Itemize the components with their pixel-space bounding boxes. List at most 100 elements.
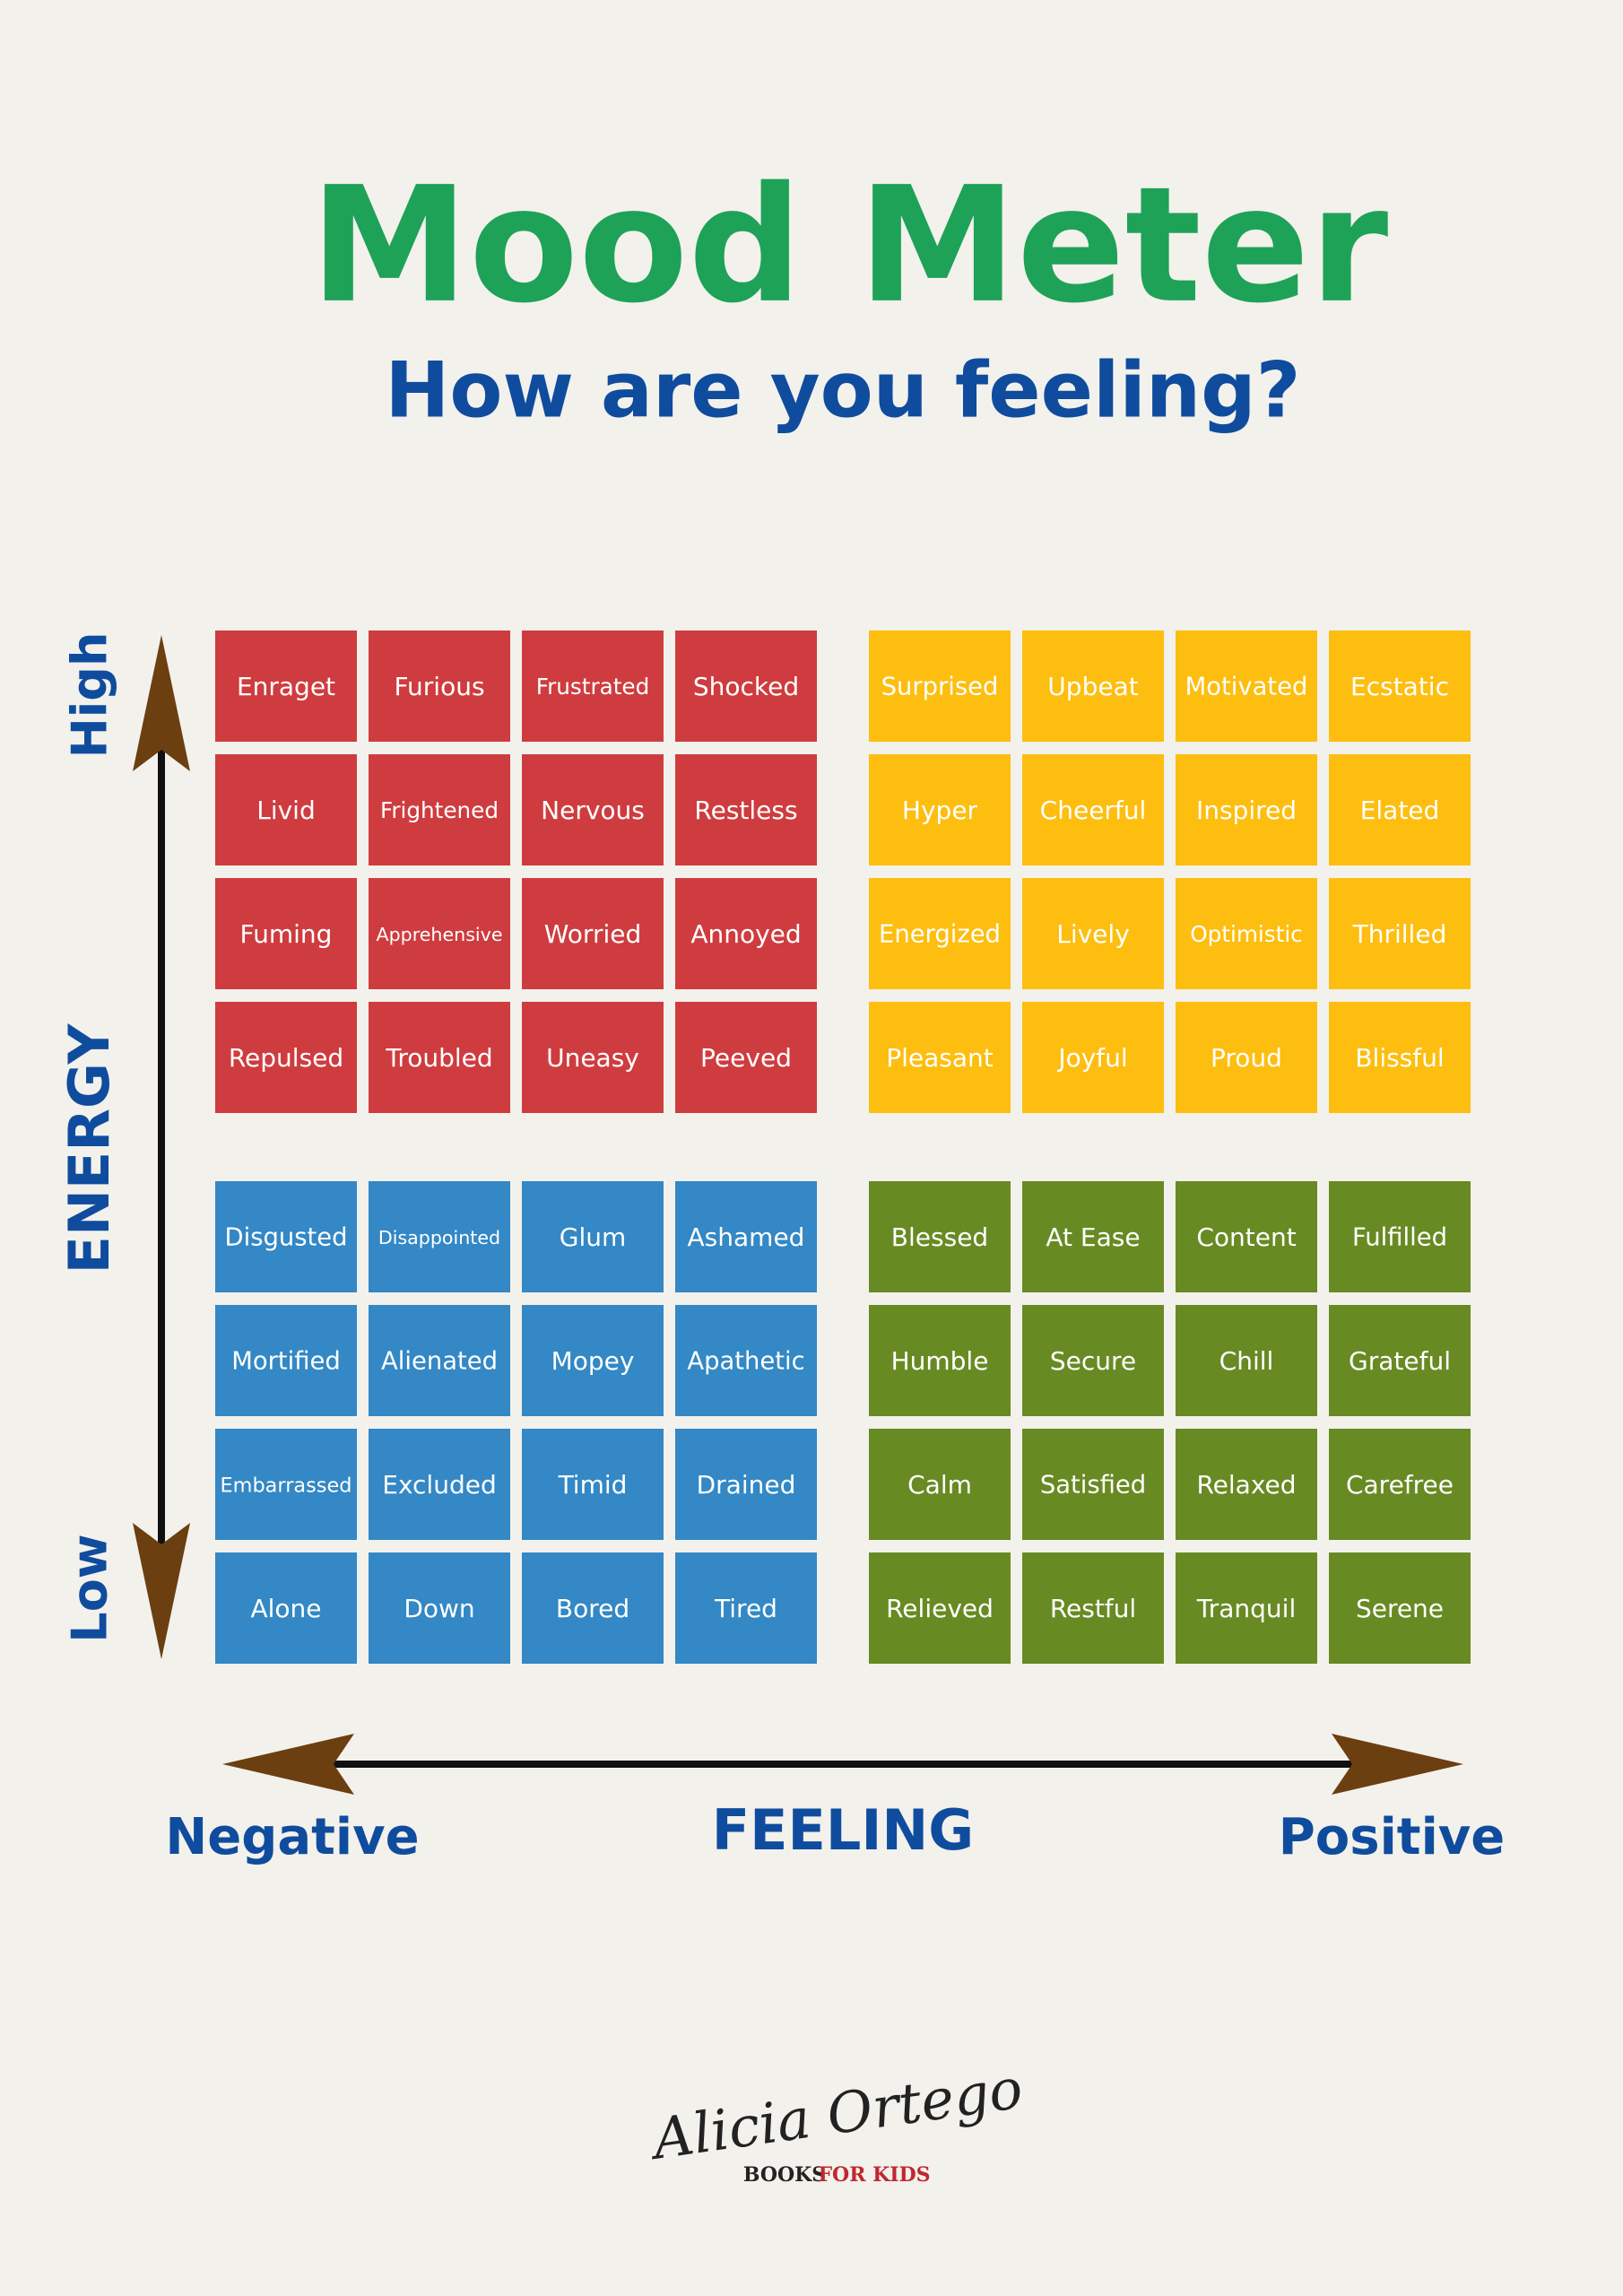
emotion-label: Blissful: [1355, 1043, 1444, 1073]
emotion-cell: [675, 631, 817, 742]
emotion-label: Fulfilled: [1352, 1224, 1447, 1252]
emotion-label: Elated: [1360, 796, 1440, 825]
emotion-label: Enraget: [237, 672, 335, 701]
emotion-cell: [1022, 1552, 1164, 1664]
emotion-label: Carefree: [1346, 1470, 1454, 1500]
emotion-cell: [215, 1002, 357, 1113]
emotion-cell: [1022, 1429, 1164, 1540]
emotion-label: Nervous: [541, 796, 645, 825]
feeling-label: FEELING: [712, 1797, 974, 1863]
emotion-cell: [675, 1181, 817, 1292]
emotion-cell: [869, 1002, 1011, 1113]
emotion-cell: [522, 878, 664, 989]
high-label: High: [62, 632, 118, 759]
low-label: Low: [62, 1534, 118, 1642]
emotion-label: Tranquil: [1196, 1594, 1296, 1623]
emotion-cell: [369, 878, 510, 989]
emotion-cell: [675, 1429, 817, 1540]
emotion-cell: [675, 1002, 817, 1113]
arrow-right: [1332, 1734, 1463, 1795]
arrow-left: [222, 1734, 354, 1795]
emotion-cell: [869, 878, 1011, 989]
emotion-label: Livid: [256, 796, 316, 825]
emotion-label: Shocked: [693, 672, 799, 701]
arrow-up: [133, 635, 190, 771]
emotion-cell: [369, 1181, 510, 1292]
emotion-label: Joyful: [1056, 1043, 1127, 1073]
emotion-cell: [215, 1429, 357, 1540]
arrow-down: [133, 1523, 190, 1659]
emotion-label: Lively: [1056, 919, 1130, 949]
emotion-label: Disappointed: [378, 1227, 500, 1248]
emotion-cell: [1329, 878, 1471, 989]
emotion-label: Repulsed: [229, 1043, 343, 1073]
emotion-cell: [522, 631, 664, 742]
emotion-cell: [675, 754, 817, 865]
emotion-cell: [675, 1552, 817, 1664]
emotion-label: Secure: [1050, 1346, 1136, 1376]
emotion-cell: [675, 1305, 817, 1416]
emotion-label: Serene: [1356, 1594, 1444, 1623]
emotion-cell: [1022, 754, 1164, 865]
emotion-label: Surprised: [881, 674, 999, 701]
emotion-label: Restful: [1050, 1594, 1136, 1623]
emotion-label: Apprehensive: [377, 924, 503, 945]
emotion-label: Furious: [394, 672, 484, 701]
emotion-label: Ashamed: [688, 1222, 805, 1252]
emotion-cell: [522, 1181, 664, 1292]
emotion-label: Ecstatic: [1350, 672, 1449, 701]
emotion-label: Relieved: [886, 1594, 994, 1623]
positive-label: Positive: [1279, 1808, 1506, 1866]
emotion-cell: [869, 754, 1011, 865]
emotion-cell: [1329, 1552, 1471, 1664]
emotion-label: Troubled: [385, 1043, 492, 1073]
emotion-cell: [1176, 1305, 1317, 1416]
emotion-label: Pleasant: [886, 1043, 994, 1073]
emotion-label: Embarrassed: [221, 1474, 352, 1498]
emotion-cell: [215, 631, 357, 742]
emotion-cell: [1329, 1181, 1471, 1292]
subtitle: How are you feeling?: [385, 345, 1300, 435]
emotion-label: Hyper: [902, 796, 978, 825]
emotion-label: Frustrated: [536, 674, 650, 700]
emotion-cell: [522, 1002, 664, 1113]
emotion-label: Cheerful: [1040, 796, 1147, 825]
emotion-label: Energized: [879, 921, 1001, 949]
emotion-label: Content: [1196, 1222, 1296, 1252]
for-kids: FOR KIDS: [818, 2163, 930, 2187]
emotion-cell: [1022, 1002, 1164, 1113]
emotion-cell: [869, 1181, 1011, 1292]
emotion-label: Drained: [697, 1470, 796, 1500]
emotion-cell: [522, 1429, 664, 1540]
emotion-cell: [675, 878, 817, 989]
emotion-cell: [522, 1305, 664, 1416]
energy-label: ENERGY: [56, 1023, 122, 1274]
emotion-cell: [369, 754, 510, 865]
emotion-label: Bored: [556, 1594, 629, 1623]
emotion-label: Motivated: [1185, 674, 1308, 701]
emotion-cell: [869, 631, 1011, 742]
emotion-cell: [522, 1552, 664, 1664]
emotion-label: Apathetic: [687, 1348, 804, 1376]
emotion-cell: [1022, 1181, 1164, 1292]
emotion-cell: [1329, 1305, 1471, 1416]
emotion-label: Fuming: [240, 919, 333, 949]
emotion-cell: [1329, 1429, 1471, 1540]
emotion-cell: [1176, 1552, 1317, 1664]
emotion-label: Glum: [560, 1222, 627, 1252]
emotion-label: Proud: [1211, 1043, 1282, 1073]
emotion-label: Thrilled: [1352, 919, 1447, 949]
emotion-cell: [1329, 754, 1471, 865]
emotion-cell: [1176, 754, 1317, 865]
emotion-label: Grateful: [1349, 1346, 1451, 1376]
emotion-cell: [215, 1552, 357, 1664]
emotion-cell: [869, 1429, 1011, 1540]
emotion-label: Annoyed: [690, 919, 801, 949]
emotion-label: Worried: [544, 919, 642, 949]
emotion-label: Blessed: [891, 1222, 988, 1252]
emotion-label: Alienated: [381, 1348, 498, 1376]
emotion-label: Satisfied: [1040, 1472, 1146, 1500]
